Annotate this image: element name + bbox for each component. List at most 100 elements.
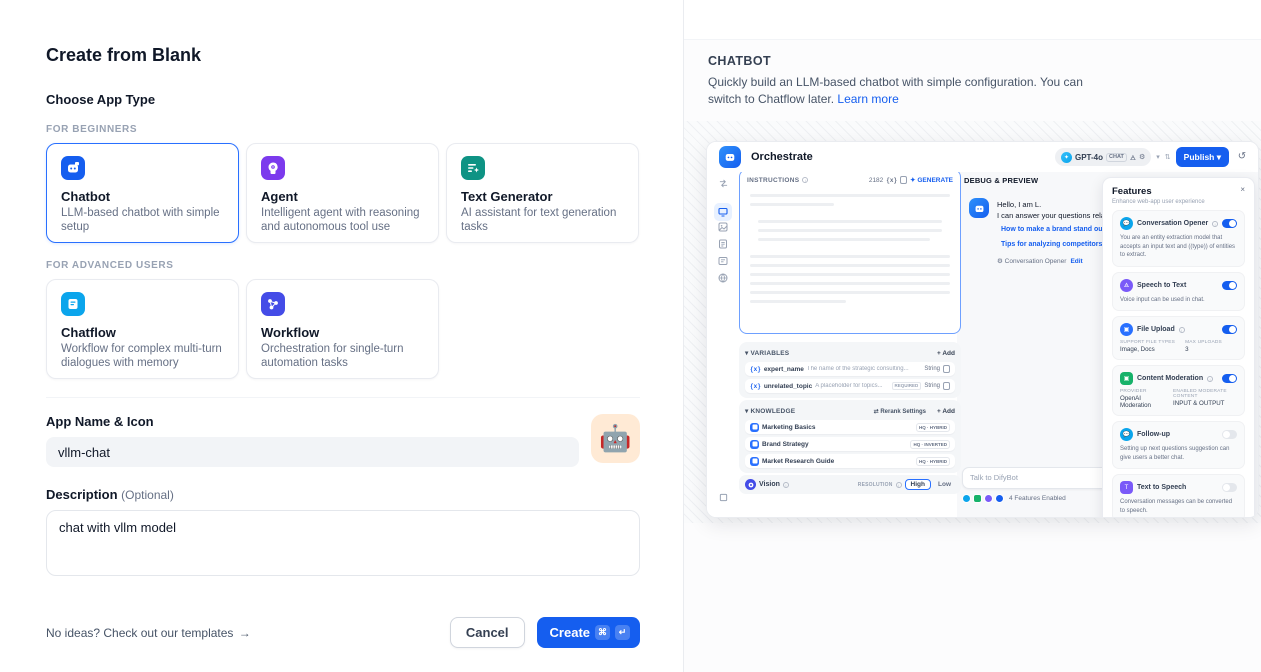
close-icon: ×: [1240, 185, 1245, 194]
page-title: Create from Blank: [46, 45, 202, 65]
globe-icon: [714, 269, 732, 287]
learn-more-link[interactable]: Learn more: [837, 92, 899, 106]
description-label: Description (Optional): [46, 487, 174, 502]
card-chatbot[interactable]: Chatbot LLM-based chatbot with simple se…: [46, 143, 239, 243]
instructions-panel: INSTRUCTIONS i 2182 {x} ✦ GENERATE: [739, 169, 961, 334]
info-icon: i: [802, 177, 809, 183]
modal-footer: No ideas? Check out our templates → Canc…: [46, 617, 640, 648]
orchestrate-title: Orchestrate: [751, 151, 813, 163]
chat-mode-badge: CHAT: [1106, 152, 1127, 162]
toggle-off: [1222, 483, 1237, 492]
feature-conversation-opener: 💬 Conversation Opener i You are an entit…: [1112, 210, 1245, 267]
card-chatflow[interactable]: Chatflow Workflow for complex multi-turn…: [46, 279, 239, 379]
instructions-label: INSTRUCTIONS: [747, 176, 800, 184]
variable-settings-icon: [943, 382, 950, 390]
chatflow-icon: [61, 292, 85, 316]
robot-emoji-icon: 🤖: [599, 423, 632, 453]
toggle-on: [1222, 219, 1237, 228]
features-panel: Features × Enhance web-app user experien…: [1102, 177, 1255, 517]
variable-settings-icon: [943, 365, 950, 373]
speech-dot-icon: [984, 494, 993, 503]
monitor-icon: [714, 203, 732, 221]
tts-icon: T: [1120, 481, 1133, 494]
image-icon: [714, 218, 732, 236]
feature-speech-to-text: 🜁 Speech to Text Voice input can be used…: [1112, 271, 1245, 311]
moderation-icon: ▣: [1120, 372, 1133, 385]
instructions-skeleton: [750, 194, 950, 309]
dataset-icon: [750, 456, 759, 466]
choose-app-type-label: Choose App Type: [46, 92, 156, 107]
knowledge-row: Market Research Guide HQ · HYBRID: [745, 454, 955, 468]
templates-link[interactable]: No ideas? Check out our templates →: [46, 625, 251, 640]
chevron-down-icon: ▾: [1156, 154, 1160, 161]
bot-greeting: Hello, I am L. I can answer your questio…: [997, 200, 1116, 220]
resolution-low-chip: Low: [938, 481, 951, 488]
for-advanced-users-label: FOR ADVANCED USERS: [46, 260, 174, 271]
char-count: 2182: [868, 176, 884, 184]
preview-sidebar: [707, 172, 739, 517]
text-generator-icon: [461, 156, 485, 180]
card-text-generator[interactable]: Text Generator AI assistant for text gen…: [446, 143, 639, 243]
copy-icon: [900, 176, 908, 184]
preview-illustration: Orchestrate ✦ GPT-4o CHAT 🜁 ⚙ ▾ ⇅ Publis…: [684, 121, 1261, 523]
card-agent[interactable]: Agent Intelligent agent with reasoning a…: [246, 143, 439, 243]
model-provider-icon: ✦: [1060, 151, 1072, 163]
add-variable-button: + Add: [937, 349, 955, 357]
toggle-on: [1222, 280, 1237, 290]
cmd-key-icon: ⌘: [595, 625, 610, 640]
advanced-cards-row: Chatflow Workflow for complex multi-turn…: [46, 279, 640, 379]
feature-follow-up: 💬 Follow-up Setting up next questions su…: [1112, 421, 1245, 469]
app-type-heading: CHATBOT: [708, 54, 771, 68]
folder-icon: ▣: [1120, 323, 1133, 336]
card-desc: LLM-based chatbot with simple setup: [61, 207, 220, 233]
suggested-question: How to make a brand stand out?: [1001, 226, 1110, 233]
upload-dot-icon: [995, 494, 1004, 503]
toggle-on: [1222, 325, 1237, 334]
rerank-settings: ⇄ Rerank Settings: [873, 408, 926, 415]
preview-pane: CHATBOT Quickly build an LLM-based chatb…: [683, 0, 1261, 672]
moderation-dot-icon: [973, 494, 982, 503]
chat-input: Talk to DifyBot: [962, 467, 1120, 489]
vision-icon: [745, 479, 756, 490]
for-beginners-label: FOR BEGINNERS: [46, 124, 138, 135]
app-name-label: App Name & Icon: [46, 414, 154, 429]
card-title: Workflow: [261, 325, 320, 340]
cancel-button[interactable]: Cancel: [449, 617, 525, 648]
add-knowledge-button: + Add: [937, 407, 955, 415]
debug-preview-heading: DEBUG & PREVIEW: [964, 176, 1039, 185]
knowledge-row: Brand Strategy HQ · INVERTED: [745, 437, 955, 451]
card-desc: Workflow for complex multi-turn dialogue…: [61, 343, 222, 369]
create-button[interactable]: Create ⌘ ↵: [536, 617, 640, 648]
card-title: Text Generator: [461, 189, 553, 204]
resolution-high-chip: High: [904, 479, 931, 490]
variables-panel: ▾ VARIABLES + Add {x} expert_name The na…: [739, 342, 961, 398]
feature-text-to-speech: T Text to Speech Conversation messages c…: [1112, 474, 1245, 517]
square-icon: [714, 488, 732, 506]
mic-icon: 🜁: [1120, 278, 1133, 292]
toggle-on: [1222, 374, 1237, 383]
optional-label: (Optional): [121, 488, 174, 502]
suggested-question: Tips for analyzing competitors in market: [1001, 241, 1136, 248]
card-workflow[interactable]: Workflow Orchestration for single-turn a…: [246, 279, 439, 379]
toggle-off: [1222, 430, 1237, 439]
gear-icon: ⚙: [1139, 154, 1146, 161]
card-desc: AI assistant for text generation tasks: [461, 207, 617, 233]
pane-top-strip: [684, 0, 1261, 40]
knowledge-panel: ▾ KNOWLEDGE ⇄ Rerank Settings + Add Mark…: [739, 400, 961, 473]
edit-link: Edit: [1070, 258, 1083, 265]
follow-up-icon: 💬: [1120, 428, 1133, 441]
app-icon-picker[interactable]: 🤖: [591, 414, 640, 463]
required-badge: REQUIRED: [891, 382, 922, 390]
generate-button: ✦ GENERATE: [910, 177, 953, 184]
feature-file-upload: ▣ File Upload i SUPPORT FILE TYPES Image,…: [1112, 316, 1245, 360]
card-title: Chatflow: [61, 325, 116, 340]
feature-content-moderation: ▣ Content Moderation i PROVIDER OpenAI Mo…: [1112, 365, 1245, 416]
app-name-input[interactable]: [46, 437, 579, 467]
beginner-cards-row: Chatbot LLM-based chatbot with simple se…: [46, 143, 640, 243]
divider: [46, 397, 640, 398]
features-enabled-row: 4 Features Enabled: [962, 494, 1066, 503]
preview-topbar: Orchestrate ✦ GPT-4o CHAT 🜁 ⚙ ▾ ⇅ Publis…: [707, 142, 1258, 172]
description-textarea[interactable]: chat with vllm model: [46, 510, 640, 576]
mic-icon: 🜁: [1129, 155, 1136, 162]
